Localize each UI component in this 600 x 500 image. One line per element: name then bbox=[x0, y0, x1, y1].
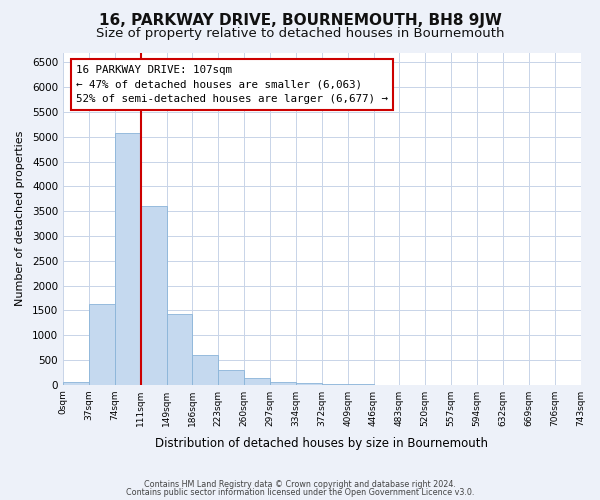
Bar bbox=[193, 356, 218, 384]
Bar bbox=[270, 382, 296, 384]
X-axis label: Distribution of detached houses by size in Bournemouth: Distribution of detached houses by size … bbox=[155, 437, 488, 450]
Y-axis label: Number of detached properties: Number of detached properties bbox=[15, 131, 25, 306]
Text: Size of property relative to detached houses in Bournemouth: Size of property relative to detached ho… bbox=[96, 28, 504, 40]
Bar bbox=[218, 370, 244, 384]
Bar bbox=[244, 378, 270, 384]
Bar bbox=[167, 314, 193, 384]
Text: Contains HM Land Registry data © Crown copyright and database right 2024.: Contains HM Land Registry data © Crown c… bbox=[144, 480, 456, 489]
Bar bbox=[296, 383, 322, 384]
Bar bbox=[63, 382, 89, 384]
Text: 16 PARKWAY DRIVE: 107sqm
← 47% of detached houses are smaller (6,063)
52% of sem: 16 PARKWAY DRIVE: 107sqm ← 47% of detach… bbox=[76, 65, 388, 104]
Bar bbox=[115, 133, 140, 384]
Text: 16, PARKWAY DRIVE, BOURNEMOUTH, BH8 9JW: 16, PARKWAY DRIVE, BOURNEMOUTH, BH8 9JW bbox=[98, 12, 502, 28]
Bar bbox=[140, 206, 167, 384]
Bar bbox=[89, 304, 115, 384]
Text: Contains public sector information licensed under the Open Government Licence v3: Contains public sector information licen… bbox=[126, 488, 474, 497]
